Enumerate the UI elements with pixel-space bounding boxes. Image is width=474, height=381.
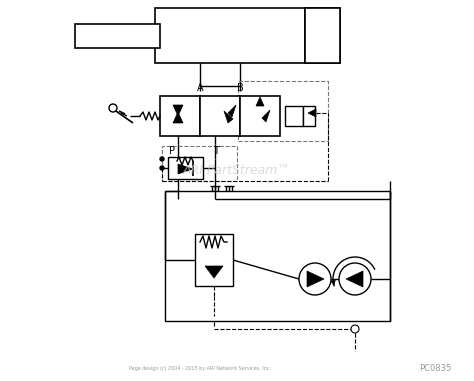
Circle shape xyxy=(160,166,164,170)
Circle shape xyxy=(109,104,117,112)
Circle shape xyxy=(351,325,359,333)
Bar xyxy=(155,8,340,63)
Bar xyxy=(162,146,237,181)
Polygon shape xyxy=(308,109,316,117)
Polygon shape xyxy=(256,97,264,106)
Text: PC0835: PC0835 xyxy=(419,364,451,373)
Text: T: T xyxy=(213,146,219,156)
Polygon shape xyxy=(173,112,183,123)
Circle shape xyxy=(299,263,331,295)
Bar xyxy=(200,96,240,136)
Polygon shape xyxy=(346,271,363,287)
Text: Page design (c) 2004 - 2015 by ARI Network Services, Inc.: Page design (c) 2004 - 2015 by ARI Netwo… xyxy=(129,366,271,371)
Bar xyxy=(168,157,203,179)
Circle shape xyxy=(160,157,164,161)
Bar xyxy=(303,106,315,126)
Bar xyxy=(240,96,280,136)
Polygon shape xyxy=(228,105,236,117)
Text: A: A xyxy=(197,83,203,93)
Bar xyxy=(195,234,233,286)
Bar xyxy=(238,81,328,141)
Polygon shape xyxy=(224,111,233,123)
Bar xyxy=(160,96,200,136)
Bar xyxy=(75,24,160,48)
Bar xyxy=(305,8,340,63)
Polygon shape xyxy=(178,164,193,174)
Polygon shape xyxy=(262,110,270,122)
Text: P: P xyxy=(169,146,175,156)
Polygon shape xyxy=(205,266,223,278)
Circle shape xyxy=(339,263,371,295)
Text: ARI PartStream™: ARI PartStream™ xyxy=(183,165,291,178)
Polygon shape xyxy=(173,105,183,116)
Text: B: B xyxy=(237,83,243,93)
Bar xyxy=(285,106,303,126)
Bar xyxy=(165,191,390,321)
Polygon shape xyxy=(307,271,324,287)
